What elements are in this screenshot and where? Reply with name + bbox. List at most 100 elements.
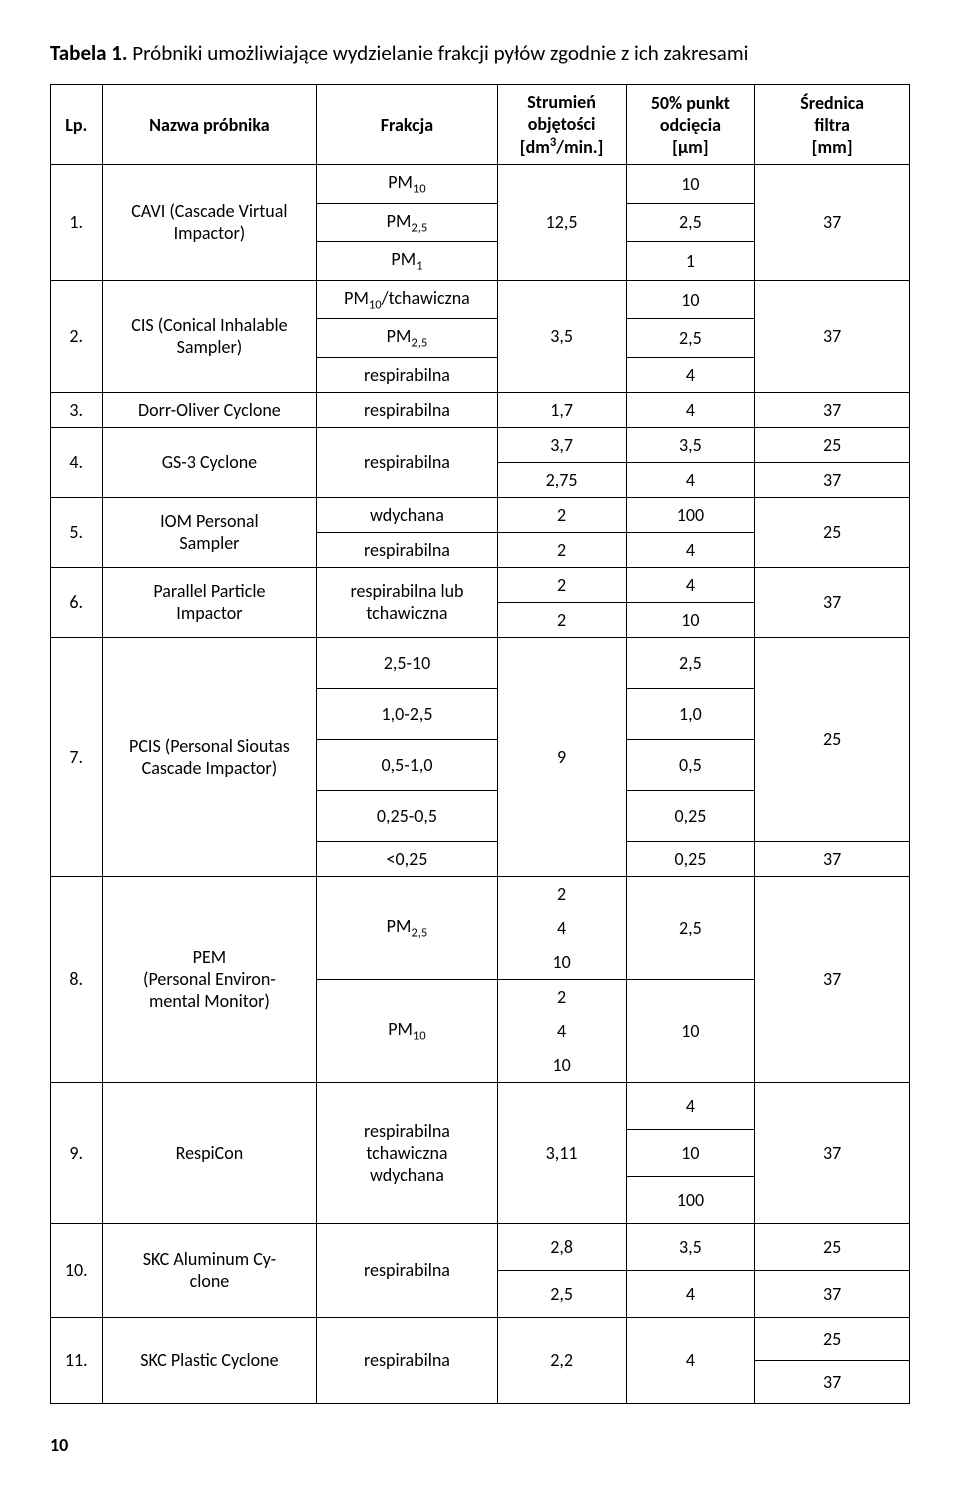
r9-flow: 3,11 bbox=[497, 1082, 626, 1223]
hdr-strumien: Strumień objętości [dm3/min.] bbox=[497, 85, 626, 165]
r7-cut3: 0,5 bbox=[626, 739, 755, 790]
r10-dia2: 37 bbox=[755, 1270, 910, 1317]
r8-name: PEM(Personal Environ-mental Monitor) bbox=[102, 876, 317, 1082]
r1-f3: PM1 bbox=[317, 242, 497, 281]
r10-flow1: 2,8 bbox=[497, 1223, 626, 1270]
r2-cut3: 4 bbox=[626, 357, 755, 392]
r3-f: respirabilna bbox=[317, 392, 497, 427]
r7-cut1: 2,5 bbox=[626, 637, 755, 688]
r1-cut3: 1 bbox=[626, 242, 755, 281]
r2-flow: 3,5 bbox=[497, 280, 626, 392]
r7-cut5: 0,25 bbox=[626, 841, 755, 876]
r11-dia1: 25 bbox=[755, 1317, 910, 1360]
r6-name: Parallel ParticleImpactor bbox=[102, 567, 317, 637]
r3-name: Dorr-Oliver Cyclone bbox=[102, 392, 317, 427]
r5-dia: 25 bbox=[755, 497, 910, 567]
r4-dia2: 37 bbox=[755, 462, 910, 497]
r5-name: IOM PersonalSampler bbox=[102, 497, 317, 567]
r1-cut2: 2,5 bbox=[626, 203, 755, 242]
r6-cut1: 4 bbox=[626, 567, 755, 602]
r10-dia1: 25 bbox=[755, 1223, 910, 1270]
r3-lp: 3. bbox=[51, 392, 103, 427]
r4-f: respirabilna bbox=[317, 427, 497, 497]
r7-f2: 1,0-2,5 bbox=[317, 688, 497, 739]
r5-cut1: 100 bbox=[626, 497, 755, 532]
r7-cut2: 1,0 bbox=[626, 688, 755, 739]
r6-dia: 37 bbox=[755, 567, 910, 637]
r8-flow5: 4 bbox=[497, 1014, 626, 1048]
r9-f: respirabilnatchawicznawdychana bbox=[317, 1082, 497, 1223]
r6-flow1: 2 bbox=[497, 567, 626, 602]
samplers-table: Lp. Nazwa próbnika Frakcja Strumień obję… bbox=[50, 84, 910, 1404]
r11-cut: 4 bbox=[626, 1317, 755, 1403]
r2-name: CIS (Conical InhalableSampler) bbox=[102, 280, 317, 392]
r10-flow2: 2,5 bbox=[497, 1270, 626, 1317]
r4-name: GS-3 Cyclone bbox=[102, 427, 317, 497]
r5-lp: 5. bbox=[51, 497, 103, 567]
r11-flow: 2,2 bbox=[497, 1317, 626, 1403]
r7-f3: 0,5-1,0 bbox=[317, 739, 497, 790]
r7-dia1: 25 bbox=[755, 637, 910, 841]
r6-f: respirabilna lubtchawiczna bbox=[317, 567, 497, 637]
r4-flow2: 2,75 bbox=[497, 462, 626, 497]
r4-cut2: 4 bbox=[626, 462, 755, 497]
r7-cut4: 0,25 bbox=[626, 790, 755, 841]
r6-cut2: 10 bbox=[626, 602, 755, 637]
r9-lp: 9. bbox=[51, 1082, 103, 1223]
r2-lp: 2. bbox=[51, 280, 103, 392]
r4-flow1: 3,7 bbox=[497, 427, 626, 462]
r8-f1: PM2,5 bbox=[317, 876, 497, 979]
hdr-lp: Lp. bbox=[51, 85, 103, 165]
r4-dia1: 25 bbox=[755, 427, 910, 462]
r8-flow4: 2 bbox=[497, 979, 626, 1014]
r3-cut: 4 bbox=[626, 392, 755, 427]
r8-dia: 37 bbox=[755, 876, 910, 1082]
r5-flow2: 2 bbox=[497, 532, 626, 567]
r2-cut2: 2,5 bbox=[626, 319, 755, 358]
r11-dia2: 37 bbox=[755, 1360, 910, 1403]
r1-name: CAVI (Cascade VirtualImpactor) bbox=[102, 165, 317, 281]
hdr-srednica: Średnica filtra [mm] bbox=[755, 85, 910, 165]
r3-flow: 1,7 bbox=[497, 392, 626, 427]
r7-f4: 0,25-0,5 bbox=[317, 790, 497, 841]
r2-dia: 37 bbox=[755, 280, 910, 392]
r7-lp: 7. bbox=[51, 637, 103, 876]
r9-cut2: 10 bbox=[626, 1129, 755, 1176]
r2-cut1: 10 bbox=[626, 280, 755, 319]
r8-cut1: 2,5 bbox=[626, 876, 755, 979]
r9-dia: 37 bbox=[755, 1082, 910, 1223]
r8-flow6: 10 bbox=[497, 1048, 626, 1083]
r6-flow2: 2 bbox=[497, 602, 626, 637]
r1-f1: PM10 bbox=[317, 165, 497, 204]
r9-name: RespiCon bbox=[102, 1082, 317, 1223]
r7-f1: 2,5-10 bbox=[317, 637, 497, 688]
page-number: 10 bbox=[50, 1434, 910, 1456]
r8-flow2: 4 bbox=[497, 911, 626, 945]
caption-text: Próbniki umożliwiające wydzielanie frakc… bbox=[128, 40, 749, 66]
r1-dia: 37 bbox=[755, 165, 910, 281]
hdr-odciecia: 50% punkt odcięcia [µm] bbox=[626, 85, 755, 165]
r3-dia: 37 bbox=[755, 392, 910, 427]
r7-dia2: 37 bbox=[755, 841, 910, 876]
r1-flow: 12,5 bbox=[497, 165, 626, 281]
r8-f2: PM10 bbox=[317, 979, 497, 1082]
r10-cut1: 3,5 bbox=[626, 1223, 755, 1270]
r7-flow: 9 bbox=[497, 637, 626, 876]
hdr-frakcja: Frakcja bbox=[317, 85, 497, 165]
r8-flow3: 10 bbox=[497, 945, 626, 980]
r11-lp: 11. bbox=[51, 1317, 103, 1403]
r2-f3: respirabilna bbox=[317, 357, 497, 392]
r5-flow1: 2 bbox=[497, 497, 626, 532]
r7-f5: <0,25 bbox=[317, 841, 497, 876]
caption-label: Tabela 1. bbox=[50, 40, 128, 66]
r7-name: PCIS (Personal SioutasCascade Impactor) bbox=[102, 637, 317, 876]
r2-f2: PM2,5 bbox=[317, 319, 497, 358]
r11-f: respirabilna bbox=[317, 1317, 497, 1403]
r1-lp: 1. bbox=[51, 165, 103, 281]
r5-cut2: 4 bbox=[626, 532, 755, 567]
r4-lp: 4. bbox=[51, 427, 103, 497]
r8-flow1: 2 bbox=[497, 876, 626, 911]
r8-cut2: 10 bbox=[626, 979, 755, 1082]
r9-cut3: 100 bbox=[626, 1176, 755, 1223]
r10-lp: 10. bbox=[51, 1223, 103, 1317]
